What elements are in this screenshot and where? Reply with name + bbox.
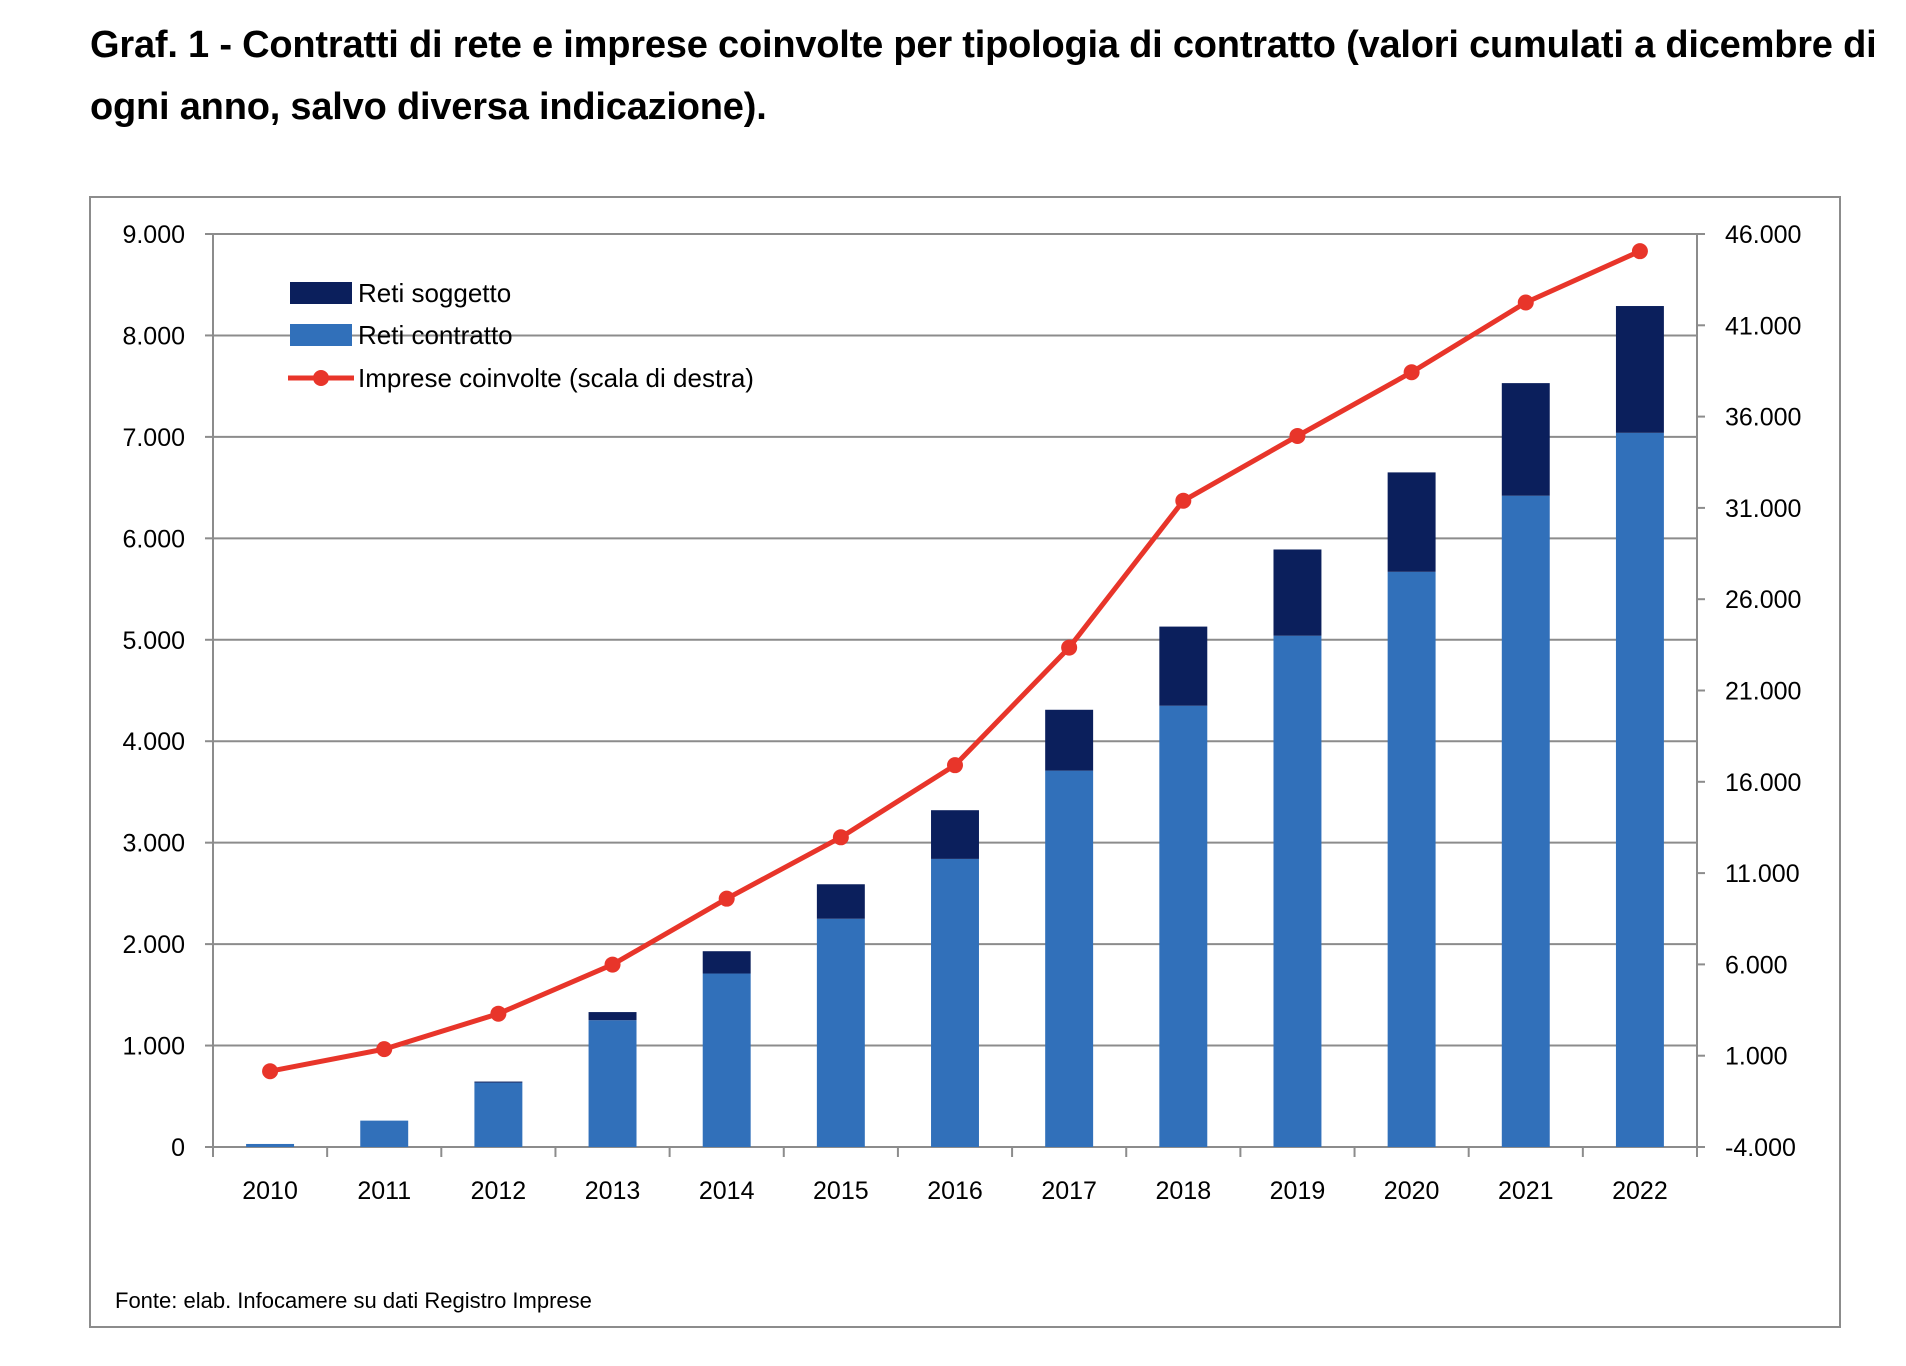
x-tick-label: 2013	[585, 1177, 641, 1205]
y-left-tick-label: 2.000	[122, 931, 185, 959]
bar-reti-soggetto	[1615, 306, 1664, 433]
bar-reti-contratto	[702, 973, 751, 1147]
bar-reti-soggetto	[1387, 472, 1436, 572]
y-right-tick-label: 36.000	[1725, 404, 1801, 432]
bar-reti-contratto	[474, 1082, 523, 1147]
y-left-tick-label: 8.000	[122, 322, 185, 350]
y-right-tick-label: 21.000	[1725, 678, 1801, 706]
x-tick-label: 2010	[242, 1177, 298, 1205]
bar-reti-contratto	[1045, 770, 1094, 1147]
legend-label: Reti soggetto	[358, 278, 511, 308]
y-right-tick-label: 16.000	[1725, 769, 1801, 797]
x-tick-label: 2018	[1155, 1177, 1211, 1205]
point-imprese-coinvolte	[718, 890, 735, 907]
y-right-tick-label: 26.000	[1725, 586, 1801, 614]
legend-swatch-imprese-marker	[313, 370, 329, 386]
point-imprese-coinvolte	[490, 1005, 507, 1022]
point-imprese-coinvolte	[1289, 427, 1306, 444]
y-right-tick-label: 31.000	[1725, 495, 1801, 523]
bar-reti-soggetto	[588, 1012, 637, 1021]
bar-reti-contratto	[588, 1020, 637, 1147]
point-imprese-coinvolte	[1175, 492, 1192, 509]
legend-label: Imprese coinvolte (scala di destra)	[358, 363, 754, 393]
chart-frame	[89, 196, 1841, 1328]
bar-reti-contratto	[1387, 571, 1436, 1147]
y-right-tick-label: 6.000	[1725, 951, 1788, 979]
y-left-tick-label: 5.000	[122, 627, 185, 655]
y-right-tick-label: 46.000	[1725, 221, 1801, 249]
y-left-tick-label: 4.000	[122, 728, 185, 756]
y-left-tick-label: 0	[171, 1134, 185, 1162]
bar-reti-soggetto	[931, 810, 979, 859]
bar-reti-contratto	[1501, 495, 1550, 1147]
x-tick-label: 2017	[1041, 1177, 1097, 1205]
bar-reti-soggetto	[702, 951, 751, 974]
x-tick-label: 2022	[1612, 1177, 1668, 1205]
bar-reti-soggetto	[1045, 709, 1094, 771]
y-left-tick-label: 1.000	[122, 1033, 185, 1061]
point-imprese-coinvolte	[1061, 639, 1078, 656]
legend-swatch-reti-soggetto	[290, 282, 352, 304]
y-left-tick-label: 9.000	[122, 221, 185, 249]
point-imprese-coinvolte	[262, 1063, 279, 1080]
x-tick-label: 2021	[1498, 1177, 1554, 1205]
x-tick-label: 2020	[1384, 1177, 1440, 1205]
chart-title: Graf. 1 - Contratti di rete e imprese co…	[90, 24, 1877, 128]
y-right-tick-label: 41.000	[1725, 312, 1801, 340]
x-tick-label: 2019	[1270, 1177, 1326, 1205]
source-note: Fonte: elab. Infocamere su dati Registro…	[115, 1288, 592, 1313]
bar-reti-soggetto	[816, 884, 865, 919]
bar-reti-soggetto	[1273, 549, 1322, 636]
bar-reti-soggetto	[1501, 383, 1550, 496]
point-imprese-coinvolte	[1631, 243, 1648, 260]
point-imprese-coinvolte	[832, 829, 849, 846]
bar-reti-contratto	[1159, 705, 1208, 1147]
bar-reti-contratto	[360, 1120, 409, 1147]
x-tick-label: 2016	[927, 1177, 983, 1205]
point-imprese-coinvolte	[604, 956, 621, 973]
bar-reti-contratto	[1273, 635, 1322, 1147]
point-imprese-coinvolte	[376, 1041, 393, 1058]
bar-reti-soggetto	[474, 1081, 523, 1083]
x-tick-label: 2012	[471, 1177, 527, 1205]
bar-reti-contratto	[931, 858, 979, 1147]
y-right-tick-label: 11.000	[1725, 860, 1800, 888]
bar-reti-contratto	[816, 918, 865, 1147]
y-right-tick-label: 1.000	[1725, 1043, 1788, 1071]
x-tick-label: 2011	[357, 1177, 411, 1205]
x-tick-label: 2015	[813, 1177, 869, 1205]
point-imprese-coinvolte	[1517, 294, 1534, 311]
y-left-tick-label: 7.000	[122, 424, 185, 452]
legend-label: Reti contratto	[358, 320, 513, 350]
point-imprese-coinvolte	[1403, 364, 1420, 381]
point-imprese-coinvolte	[947, 757, 963, 774]
bar-reti-soggetto	[1159, 626, 1208, 706]
bar-reti-contratto	[246, 1143, 295, 1147]
bar-reti-contratto	[1615, 432, 1664, 1147]
y-right-tick-label: -4.000	[1725, 1134, 1796, 1162]
legend-swatch-reti-contratto	[290, 324, 352, 346]
x-tick-label: 2014	[699, 1177, 755, 1205]
y-left-tick-label: 6.000	[122, 525, 185, 553]
y-left-tick-label: 3.000	[122, 830, 185, 858]
